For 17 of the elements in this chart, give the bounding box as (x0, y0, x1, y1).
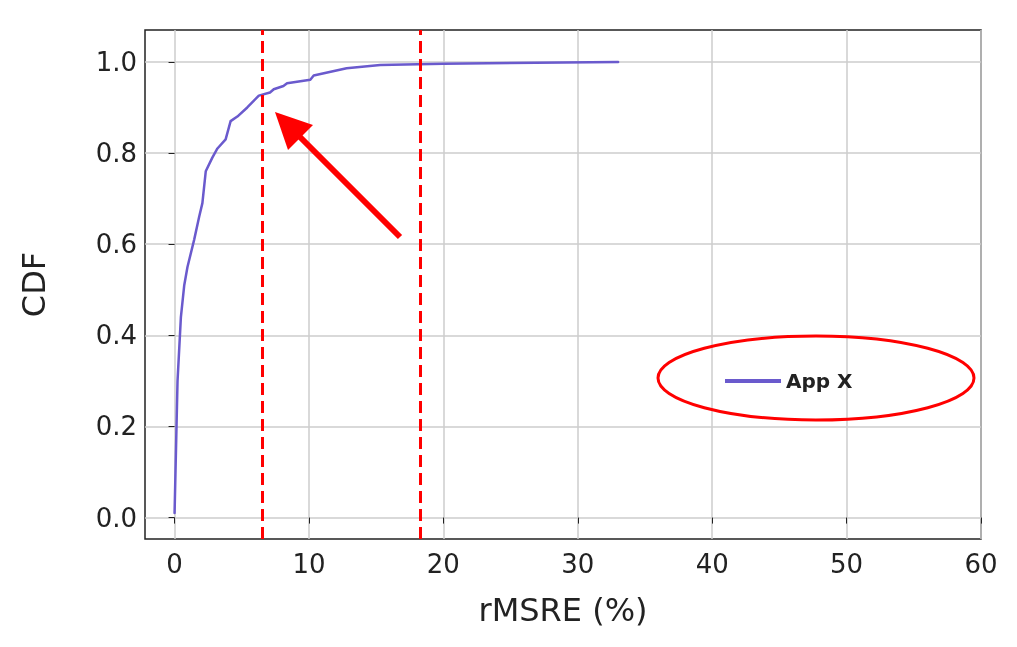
y-axis-title: CDF (15, 251, 53, 318)
legend-label: App X (786, 369, 854, 393)
y-tick-label: 0.2 (95, 411, 137, 442)
x-tick-label: 20 (426, 549, 460, 579)
y-tick-label: 0.8 (95, 138, 137, 169)
x-tick-label: 10 (292, 549, 326, 579)
x-axis-title: rMSRE (%) (478, 591, 648, 629)
line-series (173, 60, 620, 515)
x-tick-label: 30 (561, 549, 595, 579)
x-tick-label: 0 (166, 549, 183, 579)
x-tick-label: 40 (695, 549, 729, 579)
y-tick-label: 1.0 (95, 46, 137, 77)
y-tick-label: 0.4 (95, 320, 137, 351)
x-tick-label: 50 (830, 549, 864, 579)
y-tick-label: 0.0 (95, 502, 137, 533)
x-tick-label: 60 (964, 549, 998, 579)
y-tick-label: 0.6 (95, 229, 137, 260)
